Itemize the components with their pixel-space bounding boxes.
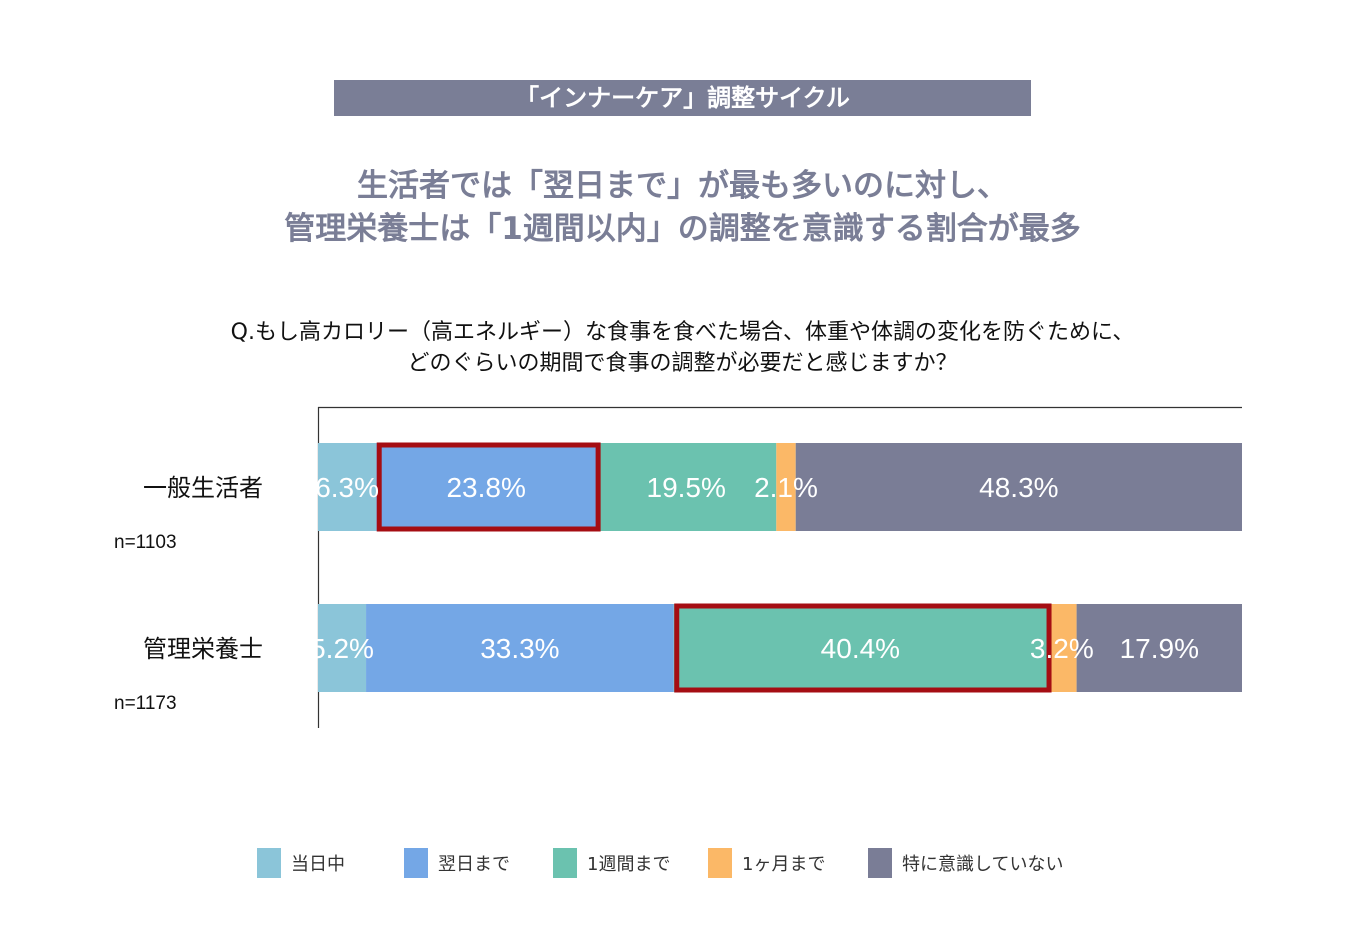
data-label: 19.5%	[647, 472, 726, 503]
legend-swatch	[868, 848, 892, 878]
bar-segment	[1047, 604, 1077, 692]
data-label: 5.2%	[310, 633, 374, 664]
legend-swatch	[708, 848, 732, 878]
legend-label: 翌日まで	[438, 854, 510, 875]
bar-segment	[673, 604, 1048, 692]
category-label: 一般生活者	[143, 474, 263, 502]
data-label: 33.3%	[480, 633, 559, 664]
bar-segment	[318, 443, 377, 531]
question-line-1: Q.もし高カロリー（高エネルギー）な食事を食べた場合、体重や体調の変化を防ぐため…	[230, 320, 1135, 345]
data-label: 40.4%	[821, 633, 900, 664]
legend-label: 特に意識していない	[902, 854, 1064, 875]
data-label: 23.8%	[446, 472, 525, 503]
bar-segment	[795, 443, 1242, 531]
data-label: 17.9%	[1120, 633, 1199, 664]
legend-label: 1週間まで	[587, 854, 671, 875]
highlight-box	[674, 603, 1052, 693]
legend-item: 特に意識していない	[868, 848, 1063, 878]
sample-size-label: n=1173	[114, 693, 177, 714]
question-line-2: どのぐらいの期間で食事の調整が必要だと感じますか？	[407, 351, 958, 376]
data-label: 3.2%	[1030, 633, 1094, 664]
legend-item: 当日中	[257, 848, 345, 878]
category-label: 管理栄養士	[143, 635, 263, 663]
headline-line-2: 管理栄養士は「1週間以内」の調整を意識する割合が最多	[284, 211, 1081, 247]
data-label: 2.1%	[754, 472, 818, 503]
highlight-box	[376, 442, 601, 532]
legend-swatch	[553, 848, 577, 878]
bar-segment	[596, 443, 777, 531]
legend-item: 1ヶ月まで	[708, 848, 825, 878]
legend-label: 1ヶ月まで	[742, 854, 826, 875]
bar-segment	[376, 443, 597, 531]
legend-swatch	[404, 848, 428, 878]
legend-item: 翌日まで	[404, 848, 510, 878]
bar-segment	[366, 604, 674, 692]
headline-line-1: 生活者では「翌日まで」が最も多いのに対し、	[357, 168, 1008, 204]
bar-segment	[776, 443, 796, 531]
legend-label: 当日中	[291, 854, 345, 875]
sample-size-label: n=1103	[114, 532, 177, 553]
bar-segment	[1076, 604, 1242, 692]
legend-swatch	[257, 848, 281, 878]
title-banner: 「インナーケア」調整サイクル	[334, 80, 1031, 116]
legend-item: 1週間まで	[553, 848, 670, 878]
data-label: 6.3%	[315, 472, 379, 503]
bar-segment	[318, 604, 367, 692]
data-label: 48.3%	[979, 472, 1058, 503]
